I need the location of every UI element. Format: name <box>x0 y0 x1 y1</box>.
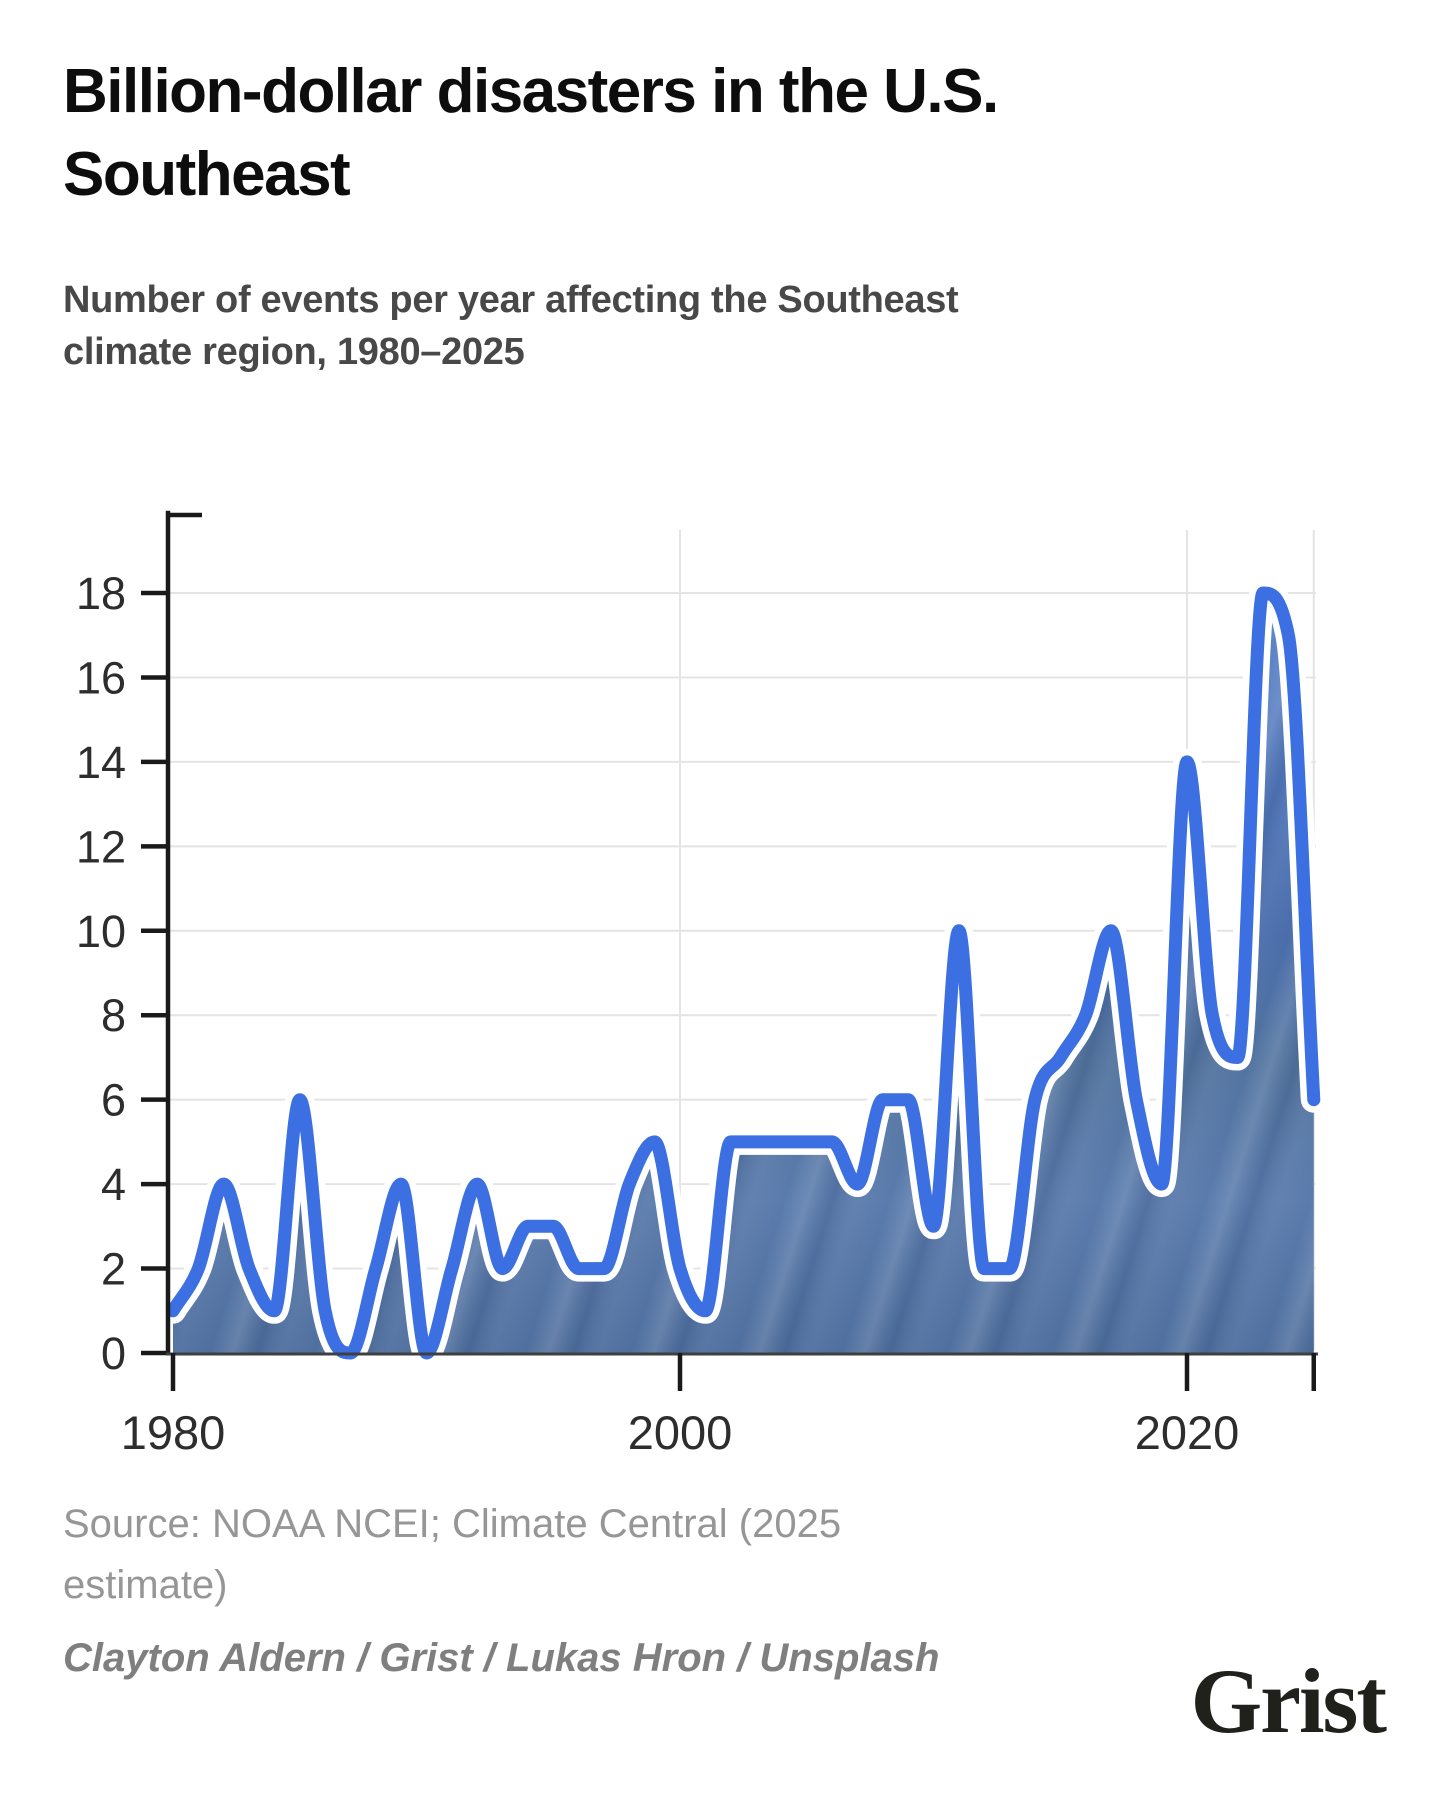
x-tick-label: 2000 <box>628 1406 733 1459</box>
x-tick-label: 1980 <box>121 1406 226 1459</box>
disasters-area-chart: 0 2 4 6 8 10 12 14 16 18 1980 2000 2020 <box>76 510 1327 1459</box>
y-tick-label: 2 <box>101 1244 126 1295</box>
y-tick-label: 8 <box>101 990 126 1041</box>
trend-line <box>166 586 1321 1360</box>
y-tick-label: 0 <box>101 1328 126 1379</box>
gridlines <box>170 530 1316 1351</box>
chart-subtitle: Number of events per year affecting the … <box>63 279 959 374</box>
credit-line: Clayton Aldern / Grist / Lukas Hron / Un… <box>63 1636 940 1680</box>
page-title: Billion-dollar disasters in the U.S. Sou… <box>63 57 999 210</box>
y-tick-label: 18 <box>76 568 126 619</box>
source-note: Source: NOAA NCEI; Climate Central (2025… <box>63 1502 842 1607</box>
axes <box>141 510 1318 1391</box>
tick-labels: 0 2 4 6 8 10 12 14 16 18 1980 2000 2020 <box>76 568 1239 1459</box>
grist-logo: Grist <box>1190 1650 1387 1752</box>
y-tick-label: 16 <box>76 652 126 703</box>
y-tick-label: 10 <box>76 906 126 957</box>
y-tick-label: 14 <box>76 737 126 788</box>
area-fill-texture <box>173 593 1314 1353</box>
y-tick-label: 4 <box>101 1159 126 1210</box>
y-tick-label: 6 <box>101 1075 126 1126</box>
x-tick-label: 2020 <box>1135 1406 1240 1459</box>
y-tick-label: 12 <box>76 821 126 872</box>
